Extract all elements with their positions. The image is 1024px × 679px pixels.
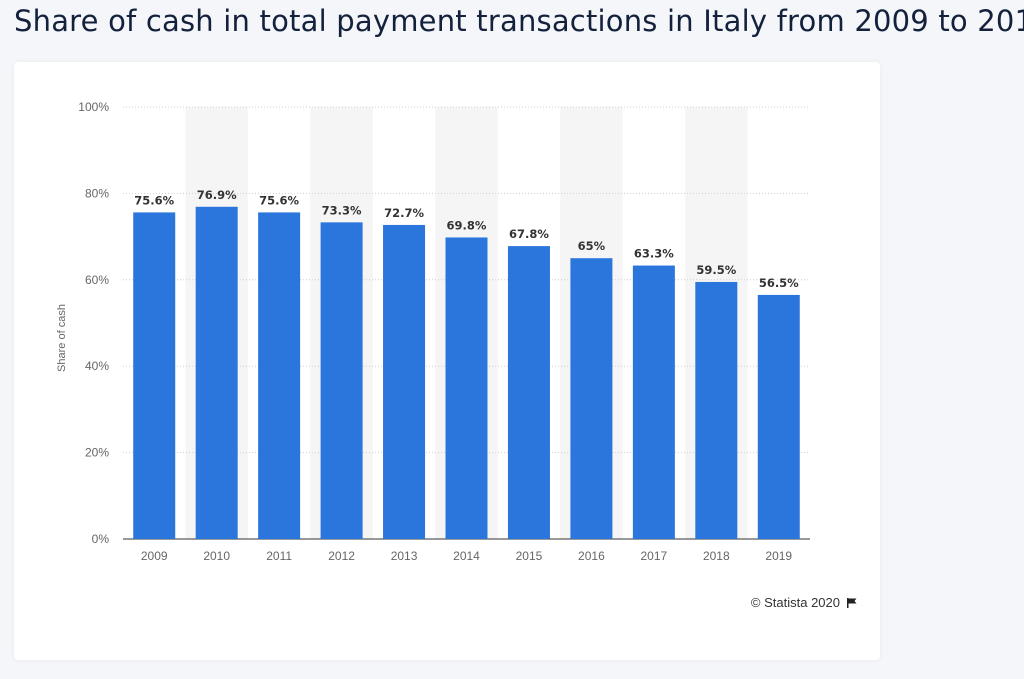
bar (632, 265, 675, 539)
y-tick-label: 40% (85, 359, 109, 373)
x-tick-label: 2015 (516, 549, 543, 563)
x-tick-label: 2013 (391, 549, 418, 563)
x-tick-label: 2011 (266, 549, 292, 563)
bar (445, 237, 488, 540)
x-tick-label: 2017 (641, 549, 668, 563)
data-label: 75.6% (134, 193, 174, 207)
data-label: 73.3% (322, 203, 362, 217)
bar (507, 246, 550, 539)
bar-chart: 0% 20% 40% 60% 80% 100% Share of cash 75.6% 2009… (56, 100, 810, 563)
page-title: Share of cash in total payment transacti… (14, 4, 1024, 38)
x-tick-label: 2012 (328, 549, 355, 563)
statista-credit[interactable]: © Statista 2020 (751, 595, 858, 610)
bar (258, 212, 301, 539)
bar (383, 224, 426, 539)
bar (695, 281, 738, 539)
y-tick-label: 0% (92, 532, 110, 546)
x-tick-label: 2018 (703, 549, 730, 563)
x-tick-label: 2019 (765, 549, 792, 563)
data-label: 63.3% (634, 247, 674, 261)
data-label: 76.9% (197, 188, 237, 202)
bar (757, 294, 800, 539)
data-label: 75.6% (259, 193, 299, 207)
x-tick-label: 2016 (578, 549, 605, 563)
bar (570, 258, 613, 539)
flag-icon (847, 597, 857, 608)
bar (320, 222, 363, 539)
data-label: 67.8% (509, 227, 549, 241)
data-label: 69.8% (447, 218, 487, 232)
data-label: 59.5% (696, 263, 736, 277)
y-tick-label: 100% (78, 100, 109, 114)
x-tick-label: 2010 (203, 549, 230, 563)
chart-card: 0% 20% 40% 60% 80% 100% Share of cash 75.6% 2009… (14, 62, 880, 660)
data-label: 72.7% (384, 206, 424, 220)
data-label: 65% (578, 239, 606, 253)
bar (195, 206, 238, 540)
y-tick-label: 20% (85, 446, 109, 460)
y-axis-label: Share of cash (56, 304, 68, 372)
y-tick-label: 80% (85, 186, 109, 200)
credit-text: © Statista 2020 (750, 595, 840, 610)
data-label: 56.5% (759, 276, 799, 290)
bar (133, 212, 176, 539)
x-tick-label: 2014 (453, 549, 480, 563)
y-tick-label: 60% (85, 273, 109, 287)
x-tick-label: 2009 (141, 549, 168, 563)
